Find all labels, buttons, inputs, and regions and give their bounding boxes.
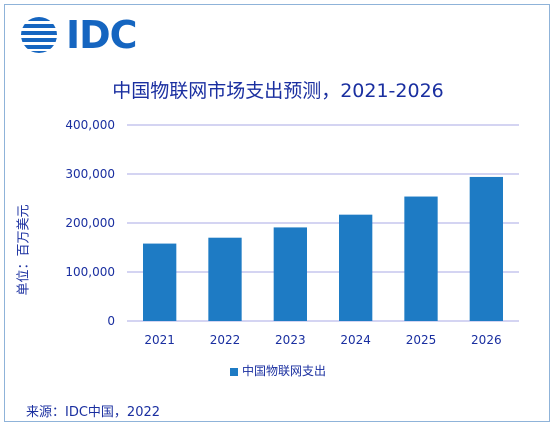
legend: 中国物联网支出 — [0, 362, 556, 379]
globe-icon — [21, 17, 57, 53]
chart-frame — [4, 4, 550, 422]
y-tick-label: 0 — [107, 314, 115, 328]
logo-text: IDC — [66, 13, 138, 57]
x-tick-label: 2025 — [406, 333, 437, 347]
x-tick-label: 2026 — [471, 333, 502, 347]
idc-logo: IDC — [20, 13, 138, 57]
source-note: 来源：IDC中国，2022 — [26, 405, 161, 420]
y-tick-label: 100,000 — [65, 265, 115, 279]
bar — [273, 227, 307, 321]
x-tick-label: 2023 — [275, 333, 306, 347]
chart-title: 中国物联网市场支出预测，2021-2026 — [112, 80, 444, 102]
legend-swatch — [229, 367, 238, 376]
y-tick-label: 400,000 — [65, 118, 115, 132]
x-tick-label: 2024 — [340, 333, 371, 347]
bar — [208, 237, 242, 321]
bar — [143, 243, 177, 321]
bar — [404, 196, 438, 321]
y-tick-label: 300,000 — [65, 167, 115, 181]
bar — [469, 176, 503, 321]
bar — [339, 214, 373, 321]
x-tick-label: 2021 — [144, 333, 175, 347]
legend-label: 中国物联网支出 — [241, 364, 326, 378]
x-tick-label: 2022 — [210, 333, 241, 347]
y-tick-label: 200,000 — [65, 216, 115, 230]
